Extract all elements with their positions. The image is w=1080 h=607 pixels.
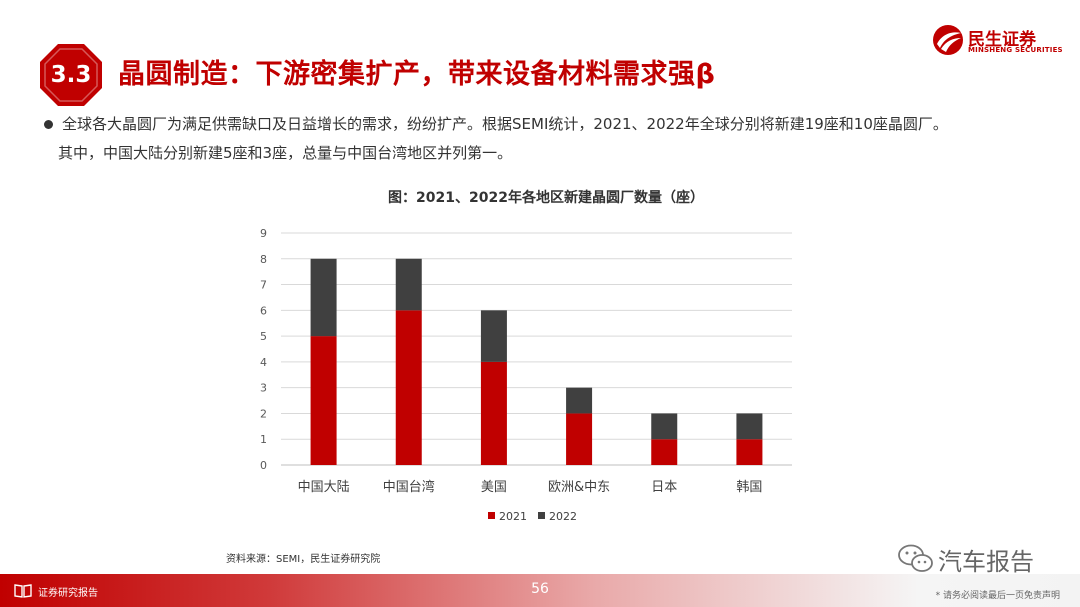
bullet-line-2: 其中，中国大陆分别新建5座和3座，总量与中国台湾地区并列第一。: [58, 144, 513, 162]
y-tick-label: 8: [260, 253, 267, 266]
bar-2021-2: [480, 361, 507, 465]
bar-2021-0: [310, 336, 337, 465]
chart-bars: [310, 258, 763, 465]
footer-bar: 证券研究报告 56 * 请务必阅读最后一页免责声明: [0, 574, 1080, 607]
bar-2022-4: [651, 413, 678, 440]
x-tick-label: 欧洲&中东: [548, 480, 610, 495]
footer-label: 证券研究报告: [38, 588, 98, 599]
bar-2022-2: [480, 310, 507, 362]
y-tick-label: 5: [260, 330, 267, 343]
legend-label-2022: 2022: [549, 510, 577, 523]
bar-2021-1: [395, 310, 422, 465]
chart-grid: [281, 232, 792, 466]
legend-swatch-2021: [488, 512, 495, 519]
bar-2021-3: [566, 413, 593, 465]
x-tick-label: 日本: [651, 480, 677, 495]
page-number: 56: [531, 581, 549, 597]
y-tick-label: 1: [260, 433, 267, 446]
bullet-line-1: 全球各大晶圆厂为满足供需缺口及日益增长的需求，纷纷扩产。根据SEMI统计，202…: [62, 115, 948, 133]
company-logo: 民生证券 MINSHENG SECURITIES: [932, 24, 1063, 58]
source-note: 资料来源：SEMI，民生证券研究院: [226, 554, 381, 565]
logo-name-en: MINSHENG SECURITIES: [968, 46, 1063, 54]
bullet-icon: [44, 120, 53, 129]
chart-legend: 2021 2022: [488, 510, 577, 523]
octagon-icon: [40, 44, 102, 106]
y-tick-label: 2: [260, 407, 267, 420]
bar-2021-4: [651, 439, 678, 465]
legend-swatch-2022: [538, 512, 545, 519]
y-tick-label: 6: [260, 304, 267, 317]
logo-name-cn: 民生证券: [968, 30, 1036, 50]
book-icon: [14, 584, 32, 598]
y-tick-label: 3: [260, 382, 267, 395]
x-tick-label: 韩国: [736, 480, 762, 495]
legend-label-2021: 2021: [499, 510, 527, 523]
bar-2022-3: [566, 387, 593, 414]
bar-2022-1: [395, 258, 422, 311]
y-tick-label: 7: [260, 279, 267, 292]
section-badge: 3.3: [40, 44, 102, 106]
x-tick-label: 美国: [481, 480, 507, 495]
x-tick-label: 中国台湾: [383, 479, 435, 495]
bullet-paragraph: 全球各大晶圆厂为满足供需缺口及日益增长的需求，纷纷扩产。根据SEMI统计，202…: [58, 110, 1052, 162]
wechat-icon: [898, 544, 933, 572]
bar-2022-0: [310, 258, 337, 337]
y-axis: 0 1 2 3 4 5 6 7 8 9: [260, 227, 267, 472]
chart-title: 图：2021、2022年各地区新建晶圆厂数量（座）: [388, 189, 704, 206]
y-tick-label: 9: [260, 227, 267, 240]
watermark-text: 汽车报告: [938, 548, 1034, 576]
section-number: 3.3: [50, 62, 92, 88]
y-tick-label: 0: [260, 459, 267, 472]
x-tick-label: 中国大陆: [298, 479, 350, 495]
bar-2021-5: [736, 439, 763, 465]
stacked-bar-chart: 图：2021、2022年各地区新建晶圆厂数量（座） 0 1 2 3 4 5 6 7 8 9 中国大…: [260, 189, 792, 523]
watermark: 汽车报告: [896, 542, 1056, 576]
footer-disclaimer: * 请务必阅读最后一页免责声明: [935, 591, 1060, 601]
bar-2022-5: [736, 413, 763, 440]
page-title: 晶圆制造：下游密集扩产，带来设备材料需求强β: [118, 59, 716, 90]
minsheng-logo-icon: [933, 25, 963, 55]
x-axis: 中国大陆 中国台湾 美国 欧洲&中东 日本 韩国: [298, 479, 763, 495]
y-tick-label: 4: [260, 356, 267, 369]
